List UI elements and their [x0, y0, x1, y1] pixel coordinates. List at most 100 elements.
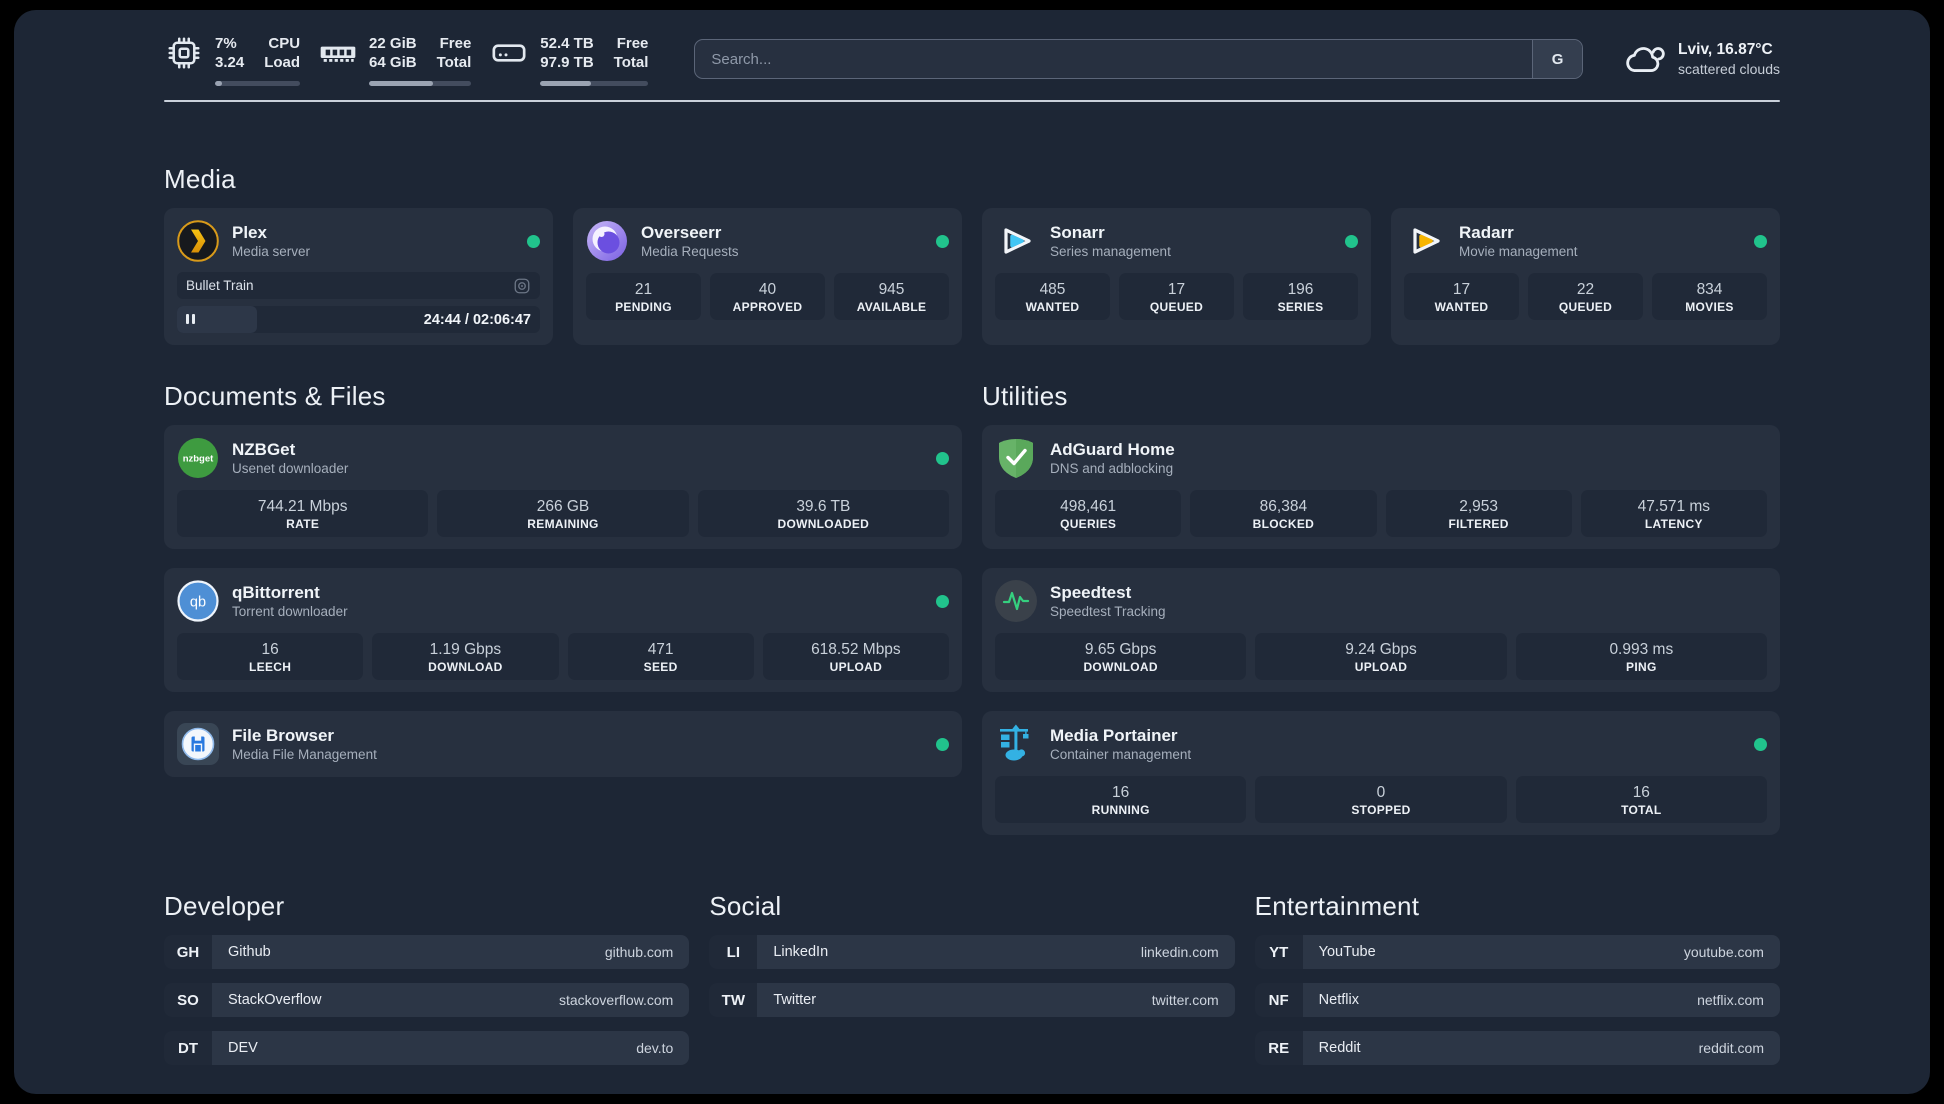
stat-wanted: 17 WANTED — [1404, 273, 1519, 320]
svg-text:qb: qb — [190, 595, 206, 611]
stat-total: 16 TOTAL — [1515, 776, 1767, 823]
cpu-chip-icon — [164, 33, 204, 73]
bookmark-github[interactable]: GH Github github.com — [164, 935, 690, 969]
section-heading-media: Media — [164, 164, 236, 194]
stat-label: PING — [1626, 660, 1657, 674]
nzbget-service-link[interactable]: nzbget NZBGet Usenet downloader — [177, 437, 949, 479]
stat-value: 86,384 — [1259, 498, 1308, 515]
disk-free-value: 52.4 TB — [540, 34, 594, 52]
bookmark-name: YouTube — [1318, 944, 1376, 960]
status-dot-online — [936, 594, 949, 608]
section-heading-developer: Developer — [164, 891, 285, 921]
stat-value: 266 GB — [536, 498, 590, 515]
weather-location-temp: Lviv, 16.87°C — [1678, 41, 1773, 58]
stat-value: 9.24 Gbps — [1345, 641, 1417, 658]
stat-value: 16 — [1632, 784, 1650, 801]
bookmark-linkedin[interactable]: LI LinkedIn linkedin.com — [709, 935, 1235, 969]
service-title: Media Portainer — [1050, 726, 1178, 745]
stat-label: DOWNLOAD — [1083, 660, 1158, 674]
stat-value: 22 — [1576, 281, 1595, 298]
bookmark-reddit[interactable]: RE Reddit reddit.com — [1254, 1031, 1780, 1065]
radarr-service-link[interactable]: Radarr Movie management — [1404, 220, 1767, 262]
cpu-percent-value: 7% — [215, 34, 237, 52]
memory-total-value: 64 GiB — [369, 53, 417, 71]
portainer-service-link[interactable]: Media Portainer Container management — [995, 723, 1767, 765]
stat-value: 21 — [634, 281, 653, 298]
service-title: Sonarr — [1050, 223, 1105, 242]
cpu-load-label: Load — [264, 53, 301, 71]
stat-value: 17 — [1167, 281, 1186, 298]
stat-label: REMAINING — [527, 517, 599, 531]
now-playing-progress-fill — [177, 306, 257, 333]
stat-download: 1.19 Gbps DOWNLOAD — [372, 633, 559, 680]
disk-total-value: 97.9 TB — [540, 53, 594, 71]
overseerr-card: Overseerr Media Requests 21 PENDING 40 A… — [573, 208, 962, 345]
qbittorrent-card: qb qBittorrent Torrent downloader 16 LEE… — [164, 568, 962, 692]
stat-value: 17 — [1452, 281, 1471, 298]
cpu-stat-widget: 7% 3.24 CPU Load — [164, 33, 301, 86]
service-subtitle: Torrent downloader — [232, 604, 348, 619]
qbittorrent-service-link[interactable]: qb qBittorrent Torrent downloader — [177, 580, 949, 622]
status-dot-online — [936, 451, 949, 465]
sonarr-service-link[interactable]: Sonarr Series management — [995, 220, 1358, 262]
stat-running: 16 RUNNING — [995, 776, 1247, 823]
service-subtitle: Media File Management — [232, 747, 377, 762]
dashboard: 7% 3.24 CPU Load — [14, 10, 1930, 1094]
stat-available: 945 AVAILABLE — [834, 273, 949, 320]
search-provider-button[interactable]: G — [1532, 40, 1583, 78]
bookmarks-entertainment: Entertainment YT YouTube youtube.com NF … — [1254, 891, 1780, 1065]
bookmark-url: reddit.com — [1698, 1040, 1764, 1056]
plex-service-link[interactable]: Plex Media server — [177, 220, 540, 262]
stat-value: 16 — [261, 641, 279, 658]
service-subtitle: Movie management — [1459, 244, 1578, 259]
speedtest-card: Speedtest Speedtest Tracking 9.65 Gbps D… — [982, 568, 1780, 692]
disk-free-label: Free — [616, 34, 649, 52]
stat-label: MOVIES — [1685, 300, 1734, 314]
stat-download: 9.65 Gbps DOWNLOAD — [995, 633, 1247, 680]
bookmark-dev[interactable]: DT DEV dev.to — [164, 1031, 690, 1065]
search-input[interactable] — [695, 40, 1533, 78]
radarr-icon — [1404, 220, 1446, 262]
bookmark-twitter[interactable]: TW Twitter twitter.com — [709, 983, 1235, 1017]
svg-text:nzbget: nzbget — [183, 454, 214, 465]
bookmark-abbr: NF — [1254, 983, 1303, 1017]
stat-label: PENDING — [615, 300, 672, 314]
service-subtitle: Container management — [1050, 747, 1192, 762]
plex-icon — [177, 220, 219, 262]
bookmark-name: Reddit — [1318, 1040, 1361, 1056]
stat-label: STOPPED — [1351, 803, 1411, 817]
adguard-service-link[interactable]: AdGuard Home DNS and adblocking — [995, 437, 1767, 479]
bookmark-netflix[interactable]: NF Netflix netflix.com — [1254, 983, 1780, 1017]
stat-label: QUEUED — [1558, 300, 1613, 314]
bookmark-name: Netflix — [1318, 992, 1359, 1008]
stat-rate: 744.21 Mbps RATE — [177, 490, 429, 537]
stat-stopped: 0 STOPPED — [1255, 776, 1507, 823]
speedtest-service-link[interactable]: Speedtest Speedtest Tracking — [995, 580, 1767, 622]
stat-label: DOWNLOAD — [428, 660, 503, 674]
bookmark-youtube[interactable]: YT YouTube youtube.com — [1254, 935, 1780, 969]
stat-label: APPROVED — [732, 300, 803, 314]
qbittorrent-icon: qb — [177, 580, 219, 622]
filebrowser-service-link[interactable]: File Browser Media File Management — [177, 723, 949, 765]
bookmark-abbr: TW — [709, 983, 758, 1017]
stat-seed: 471 SEED — [567, 633, 754, 680]
section-heading-entertainment: Entertainment — [1254, 891, 1420, 921]
stat-label: UPLOAD — [829, 660, 883, 674]
bookmark-stackoverflow[interactable]: SO StackOverflow stackoverflow.com — [164, 983, 690, 1017]
stat-wanted: 485 WANTED — [995, 273, 1110, 320]
stat-label: QUEUED — [1149, 300, 1204, 314]
stat-label: LEECH — [249, 660, 292, 674]
service-title: Overseerr — [641, 223, 722, 242]
now-playing-row: Bullet Train — [177, 272, 540, 299]
adguard-card: AdGuard Home DNS and adblocking 498,461 … — [982, 425, 1780, 549]
bookmark-url: github.com — [604, 944, 674, 960]
bookmark-abbr: DT — [164, 1031, 212, 1065]
stat-value: 834 — [1696, 281, 1723, 298]
status-dot-online — [527, 234, 540, 248]
overseerr-service-link[interactable]: Overseerr Media Requests — [586, 220, 949, 262]
disk-total-label: Total — [613, 53, 649, 71]
filebrowser-card: File Browser Media File Management — [164, 711, 962, 777]
memory-free-value: 22 GiB — [369, 34, 417, 52]
stat-value: 618.52 Mbps — [811, 641, 901, 658]
utilities-column: Utilities AdGuard Home — [982, 381, 1780, 835]
